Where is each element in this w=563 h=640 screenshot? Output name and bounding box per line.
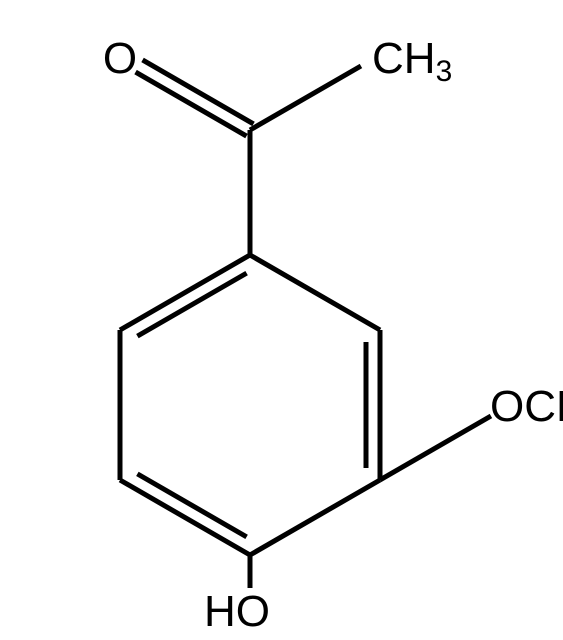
bond-line (143, 60, 254, 124)
atom-label-O1: O (103, 34, 137, 83)
bond-line (137, 273, 246, 336)
bonds-group (120, 60, 491, 588)
bond-line (250, 66, 361, 130)
atom-label-O2: OCH3 (490, 382, 563, 436)
bond-line (250, 255, 380, 330)
bond-line (120, 255, 250, 330)
bond-line (137, 474, 246, 537)
bond-line (250, 480, 380, 555)
molecule-svg: OCH3OCH3HO (0, 0, 563, 640)
atom-label-C2: CH3 (372, 34, 452, 88)
atom-label-O3: HO (204, 587, 270, 636)
bond-line (380, 416, 491, 480)
molecule-canvas: { "molecule": { "type": "chemical-struct… (0, 0, 563, 640)
atom-labels-group: OCH3OCH3HO (103, 34, 563, 636)
bond-line (120, 480, 250, 555)
bond-line (136, 72, 247, 136)
